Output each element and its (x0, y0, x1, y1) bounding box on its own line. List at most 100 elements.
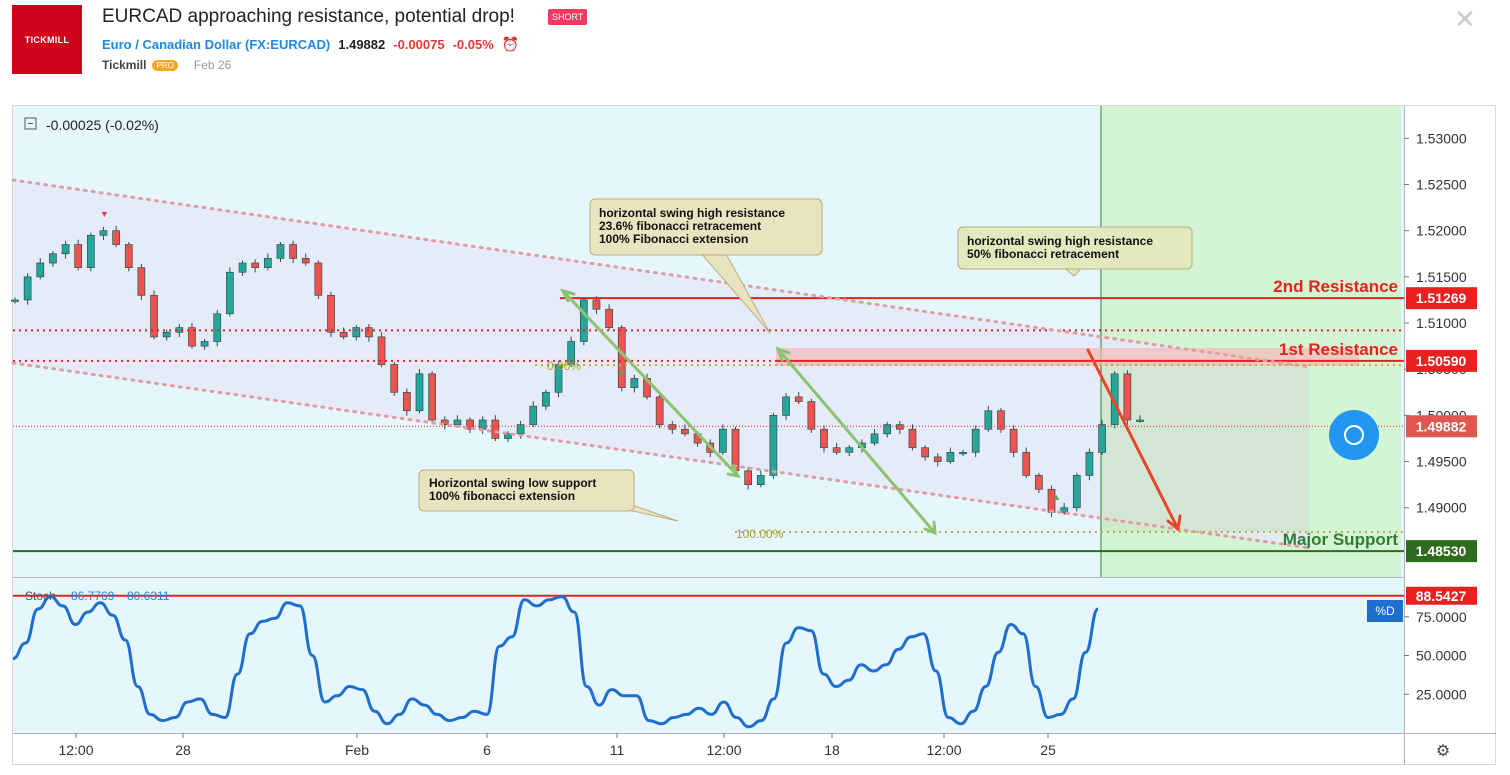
candle (921, 445, 929, 461)
symbol-price: 1.49882 (338, 37, 386, 52)
author-name[interactable]: Tickmill (102, 58, 147, 72)
candle-body (592, 299, 601, 310)
target-icon (1344, 425, 1364, 445)
candle (112, 225, 120, 248)
candle-body (478, 419, 487, 430)
candle (946, 447, 955, 465)
candle-body (1035, 475, 1043, 490)
stoch-tick-label: 25.0000 (1416, 686, 1467, 702)
candle-body (352, 327, 361, 338)
annotation-callout-1: horizontal swing high resistance 23.6% f… (589, 198, 823, 334)
floating-action-button[interactable] (1329, 410, 1379, 460)
stoch-pane-bg (13, 578, 1404, 733)
candle-body (579, 299, 588, 342)
candle (1035, 472, 1043, 493)
collapse-toggle[interactable] (24, 117, 37, 130)
candle-body (946, 451, 955, 462)
candle-body (415, 373, 424, 412)
candle-body (542, 391, 550, 407)
candle (124, 241, 133, 272)
bottom-marker-1: ▲ (618, 366, 627, 376)
candle (74, 239, 83, 271)
candle-body (112, 230, 120, 245)
candle (61, 240, 70, 259)
candle (238, 260, 247, 276)
candle (807, 398, 816, 433)
candle (276, 241, 285, 263)
candle (403, 388, 411, 416)
symbol-change-percent: -0.05% (452, 37, 494, 52)
time-tick-label: 12:00 (706, 742, 741, 758)
short-zone (1101, 364, 1310, 532)
candle (226, 267, 234, 317)
channel-top-line (11, 178, 1312, 369)
candle-body (263, 258, 272, 268)
candle (820, 425, 828, 453)
major-support-price-tag: 1.48530 (1416, 543, 1467, 559)
symbol-name-link[interactable]: Euro / Canadian Dollar (FX:EURCAD) (102, 37, 331, 52)
candle-body (11, 299, 19, 302)
close-icon[interactable]: ✕ (1454, 4, 1476, 34)
candle-body (390, 364, 399, 393)
candle (617, 325, 626, 392)
candle-body (365, 327, 373, 338)
candle-body (377, 336, 386, 365)
channel-bottom-line (11, 361, 1312, 550)
candle-body (453, 419, 462, 425)
candle (895, 420, 904, 435)
candle (99, 226, 108, 241)
candle-body (1098, 424, 1106, 453)
candle-body (61, 244, 70, 255)
candle (769, 412, 778, 480)
candle-body (605, 308, 613, 328)
candle-body (504, 433, 512, 439)
candle-body (74, 244, 83, 268)
second-resistance-price-tag: 1.51269 (1416, 290, 1467, 306)
candle-body (921, 447, 929, 458)
annotation-callout-3: Horizontal swing low support 100% fibona… (418, 469, 679, 522)
overbought-tag-bg (1406, 586, 1477, 605)
candle (782, 393, 790, 421)
candle (504, 431, 512, 443)
time-tick-label: Feb (345, 742, 369, 758)
candle-body (959, 451, 967, 455)
candle (832, 442, 841, 455)
candle (794, 392, 803, 405)
candle-body (971, 428, 980, 453)
candle (681, 424, 689, 437)
candle-body (655, 396, 664, 425)
candle-body (529, 405, 538, 425)
candle (301, 253, 310, 266)
candle (579, 297, 588, 346)
candle (655, 394, 664, 429)
candle (719, 424, 727, 455)
candle (845, 445, 854, 457)
candle-body (440, 419, 449, 425)
candle-body (251, 262, 260, 268)
candle-body (895, 424, 904, 430)
candle (352, 325, 361, 341)
candle-body (289, 244, 297, 259)
alarm-clock-icon[interactable]: ⏰ (501, 36, 520, 52)
settings-gear-icon[interactable]: ⚙ (1436, 743, 1450, 760)
candle-body (49, 253, 57, 264)
candle (23, 273, 32, 305)
candle (137, 263, 146, 301)
candle (377, 332, 386, 368)
candle-body (188, 327, 196, 347)
candle (984, 405, 993, 432)
candle-body (933, 456, 942, 462)
candle-body (213, 313, 222, 342)
time-tick-label: 12:00 (926, 742, 961, 758)
time-tick-label: 18 (824, 742, 840, 758)
candle-body (554, 364, 563, 393)
candle (1072, 472, 1081, 512)
candle (1085, 448, 1094, 481)
candle (251, 259, 260, 273)
price-tick-label: 1.49000 (1416, 500, 1467, 516)
red-projection-arrow (1086, 348, 1182, 532)
candle (289, 240, 297, 264)
green-swing-arrows (560, 288, 937, 536)
candle-body (124, 244, 133, 268)
